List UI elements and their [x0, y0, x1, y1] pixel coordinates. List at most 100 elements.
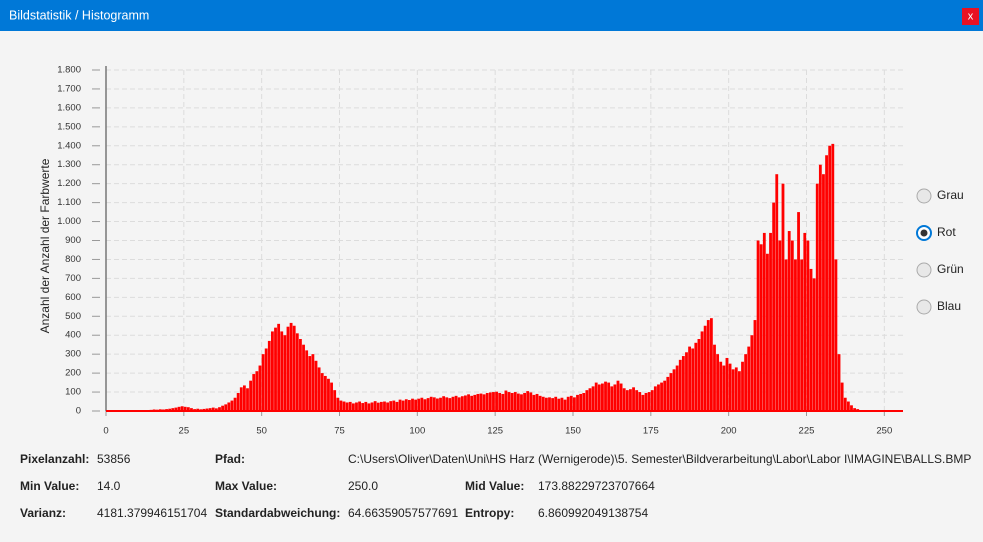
bar [401, 400, 405, 411]
bar [516, 393, 520, 411]
radio-button[interactable] [916, 299, 932, 315]
bar [510, 393, 514, 411]
bar [476, 393, 480, 411]
bar [339, 400, 343, 411]
bar [457, 397, 461, 411]
bar [190, 408, 193, 411]
bar [843, 397, 847, 411]
stat-label: Entropy: [465, 506, 514, 520]
bar [709, 318, 713, 411]
bar [520, 394, 523, 411]
bar [454, 395, 458, 411]
y-tick-label: 800 [65, 254, 81, 265]
bar [766, 253, 769, 411]
bar [492, 392, 495, 411]
bar [557, 398, 561, 411]
stat-value: 6.860992049138754 [538, 506, 648, 520]
bar [840, 382, 844, 411]
stat-value: 4181.379946151704 [97, 506, 207, 520]
bar [529, 392, 533, 411]
bar [286, 326, 290, 411]
close-button-bg[interactable] [962, 8, 979, 25]
bar [725, 357, 729, 411]
stat-label: Varianz: [20, 506, 66, 520]
bar [436, 398, 439, 411]
bar [464, 395, 467, 411]
stat-label: Pfad: [215, 452, 245, 466]
bar [653, 386, 657, 411]
bar [781, 183, 785, 411]
x-tick-label: 175 [643, 426, 659, 437]
y-tick-label: 1.200 [57, 178, 81, 189]
bar [183, 406, 187, 411]
bar [513, 392, 517, 411]
bar [794, 259, 797, 411]
bar [414, 399, 418, 411]
radio-button[interactable] [916, 262, 932, 278]
bar [797, 212, 800, 411]
bar [719, 361, 723, 411]
bar [429, 396, 433, 411]
bar [669, 373, 673, 411]
close-label[interactable]: x [968, 10, 974, 22]
bar [747, 346, 751, 411]
stat-value: C:\Users\Oliver\Daten\Uni\HS Harz (Werni… [348, 452, 971, 466]
bar [660, 382, 663, 411]
bar [473, 394, 477, 411]
bar [299, 339, 302, 411]
bar [308, 356, 312, 411]
bar [314, 360, 318, 411]
radio-button[interactable] [916, 188, 932, 204]
bar [613, 384, 617, 411]
bar [311, 354, 315, 411]
bar [772, 202, 776, 411]
bar [625, 390, 629, 411]
bar [800, 259, 804, 411]
bar [691, 348, 695, 411]
stat-value: 173.88229723707664 [538, 479, 655, 493]
bar [616, 380, 620, 411]
radio-label[interactable]: Grün [937, 262, 964, 276]
stat-label: Mid Value: [465, 479, 524, 493]
bar [255, 371, 259, 411]
y-tick-label: 500 [65, 311, 81, 322]
bar [678, 359, 682, 411]
bar [196, 408, 200, 411]
bar [305, 350, 309, 411]
bar [734, 367, 738, 411]
radio-label[interactable]: Rot [937, 225, 956, 239]
bar [395, 401, 399, 411]
bar [563, 399, 567, 411]
bar [822, 174, 825, 411]
radio-label[interactable]: Blau [937, 299, 961, 313]
bar [544, 397, 548, 411]
bar [327, 378, 330, 411]
bar [597, 384, 601, 411]
bar [442, 396, 446, 411]
bar [569, 395, 573, 411]
bar [846, 401, 850, 411]
bar [635, 390, 639, 411]
x-tick-label: 225 [799, 426, 815, 437]
bar [208, 408, 212, 411]
radio-dot[interactable] [920, 229, 928, 237]
y-tick-label: 300 [65, 349, 81, 360]
bar [177, 406, 181, 411]
bar [174, 407, 178, 411]
bar [355, 402, 358, 411]
stat-value: 53856 [97, 452, 131, 466]
bar [383, 401, 386, 411]
bar [370, 402, 374, 411]
radio-label[interactable]: Grau [937, 188, 964, 202]
bar [202, 408, 206, 411]
bar [778, 240, 782, 411]
y-tick-label: 1.700 [57, 83, 81, 94]
close-button[interactable]: x [962, 8, 979, 25]
bar [790, 240, 794, 411]
bar [834, 259, 838, 411]
stat-label: Pixelanzahl: [20, 452, 89, 466]
bar [672, 369, 676, 411]
bar [675, 365, 679, 411]
bar [523, 393, 526, 411]
